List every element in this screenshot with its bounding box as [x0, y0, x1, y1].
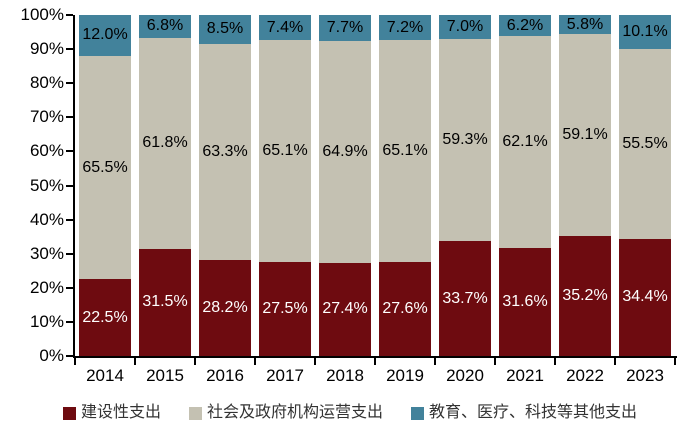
x-axis-tick — [614, 358, 616, 365]
bar-segment-建设性支出 — [259, 262, 311, 356]
x-axis-tick — [134, 358, 136, 365]
bar-segment-建设性支出 — [379, 261, 431, 356]
y-axis-tick-label: 30% — [29, 243, 64, 263]
x-axis-tick — [314, 358, 316, 365]
legend-label: 社会及政府机构运营支出 — [206, 404, 383, 421]
bar-segment-教育、医疗、科技等其他支出 — [319, 15, 371, 42]
bar-segment-教育、医疗、科技等其他支出 — [199, 15, 251, 44]
bar-segment-建设性支出 — [139, 248, 191, 356]
y-axis-tick — [66, 14, 73, 16]
x-axis-tick — [194, 358, 196, 365]
bar-segment-教育、医疗、科技等其他支出 — [439, 15, 491, 39]
legend-item: 教育、医疗、科技等其他支出 — [411, 403, 637, 423]
x-axis-tick — [494, 358, 496, 365]
x-axis-category-label: 2017 — [266, 366, 304, 385]
legend-item: 建设性支出 — [62, 403, 161, 423]
x-axis-line — [73, 356, 677, 358]
bar-segment-教育、医疗、科技等其他支出 — [559, 14, 611, 35]
x-axis-category-label: 2020 — [446, 366, 484, 385]
y-axis-tick — [66, 355, 73, 357]
y-axis-tick — [66, 150, 73, 153]
y-axis-tick — [66, 320, 73, 323]
bar-segment-社会及政府机构运营支出 — [619, 49, 671, 239]
bar-segment-教育、医疗、科技等其他支出 — [79, 15, 131, 56]
bar-segment-社会及政府机构运营支出 — [259, 40, 311, 263]
bar-segment-建设性支出 — [199, 259, 251, 356]
y-axis-tick — [66, 116, 73, 119]
y-axis-tick-label: 80% — [29, 73, 64, 93]
bar-segment-教育、医疗、科技等其他支出 — [619, 15, 671, 50]
x-axis-tick — [554, 358, 556, 365]
x-axis-category-label: 2015 — [146, 366, 184, 385]
x-axis-category-label: 2014 — [86, 366, 124, 385]
bar-segment-建设性支出 — [319, 262, 371, 356]
y-axis-tick — [66, 184, 73, 187]
x-axis-category-label: 2019 — [386, 366, 424, 385]
x-axis-category-label: 2021 — [506, 366, 544, 385]
bar-segment-建设性支出 — [499, 248, 551, 356]
y-axis-tick — [66, 48, 73, 51]
bar-segment-教育、医疗、科技等其他支出 — [259, 15, 311, 41]
legend-label: 建设性支出 — [80, 404, 161, 421]
y-axis-tick-label: 50% — [29, 175, 64, 195]
y-axis-tick — [66, 82, 73, 85]
legend-swatch — [411, 406, 424, 420]
bar-segment-社会及政府机构运营支出 — [499, 36, 551, 249]
bar-segment-社会及政府机构运营支出 — [379, 39, 431, 262]
bar-segment-社会及政府机构运营支出 — [199, 43, 251, 260]
legend: 建设性支出 社会及政府机构运营支出 教育、医疗、科技等其他支出 — [0, 400, 700, 426]
y-axis-tick-label: 10% — [29, 311, 64, 331]
legend-item: 社会及政府机构运营支出 — [188, 403, 383, 423]
x-axis-category-label: 2016 — [206, 366, 244, 385]
bar-segment-教育、医疗、科技等其他支出 — [139, 14, 191, 38]
bar-segment-建设性支出 — [619, 238, 671, 356]
bar-segment-教育、医疗、科技等其他支出 — [499, 15, 551, 37]
bar-segment-社会及政府机构运营支出 — [319, 41, 371, 263]
y-axis-tick-label: 0% — [39, 346, 64, 365]
legend-swatch — [62, 406, 76, 420]
y-axis-tick-label: 100% — [20, 5, 64, 24]
x-axis-tick — [374, 358, 376, 365]
x-axis-category-label: 2018 — [326, 366, 364, 385]
y-axis-line — [73, 15, 75, 358]
y-axis-tick-label: 40% — [29, 209, 64, 229]
x-axis-category-label: 2023 — [626, 366, 664, 385]
bar-segment-建设性支出 — [79, 279, 131, 356]
y-axis-tick-label: 90% — [29, 39, 64, 59]
y-axis-tick — [66, 286, 73, 289]
y-axis-tick-label: 60% — [29, 141, 64, 161]
y-axis-tick — [66, 218, 73, 221]
bar-segment-社会及政府机构运营支出 — [139, 37, 191, 249]
x-axis-tick — [674, 358, 676, 365]
x-axis-category-label: 2022 — [566, 366, 604, 385]
x-axis-tick — [74, 358, 76, 365]
bar-segment-社会及政府机构运营支出 — [439, 38, 491, 242]
y-axis-tick-label: 20% — [29, 277, 64, 297]
y-axis-tick-label: 70% — [29, 107, 64, 127]
legend-label: 教育、医疗、科技等其他支出 — [429, 404, 638, 421]
legend-swatch — [188, 406, 202, 420]
y-axis-tick — [66, 252, 73, 255]
bar-segment-建设性支出 — [439, 241, 491, 356]
bar-segment-社会及政府机构运营支出 — [79, 55, 131, 280]
x-axis-tick — [434, 358, 436, 365]
bar-segment-教育、医疗、科技等其他支出 — [379, 15, 431, 40]
bar-segment-建设性支出 — [559, 235, 611, 356]
bar-segment-社会及政府机构运营支出 — [559, 34, 611, 236]
x-axis-tick — [254, 358, 256, 365]
